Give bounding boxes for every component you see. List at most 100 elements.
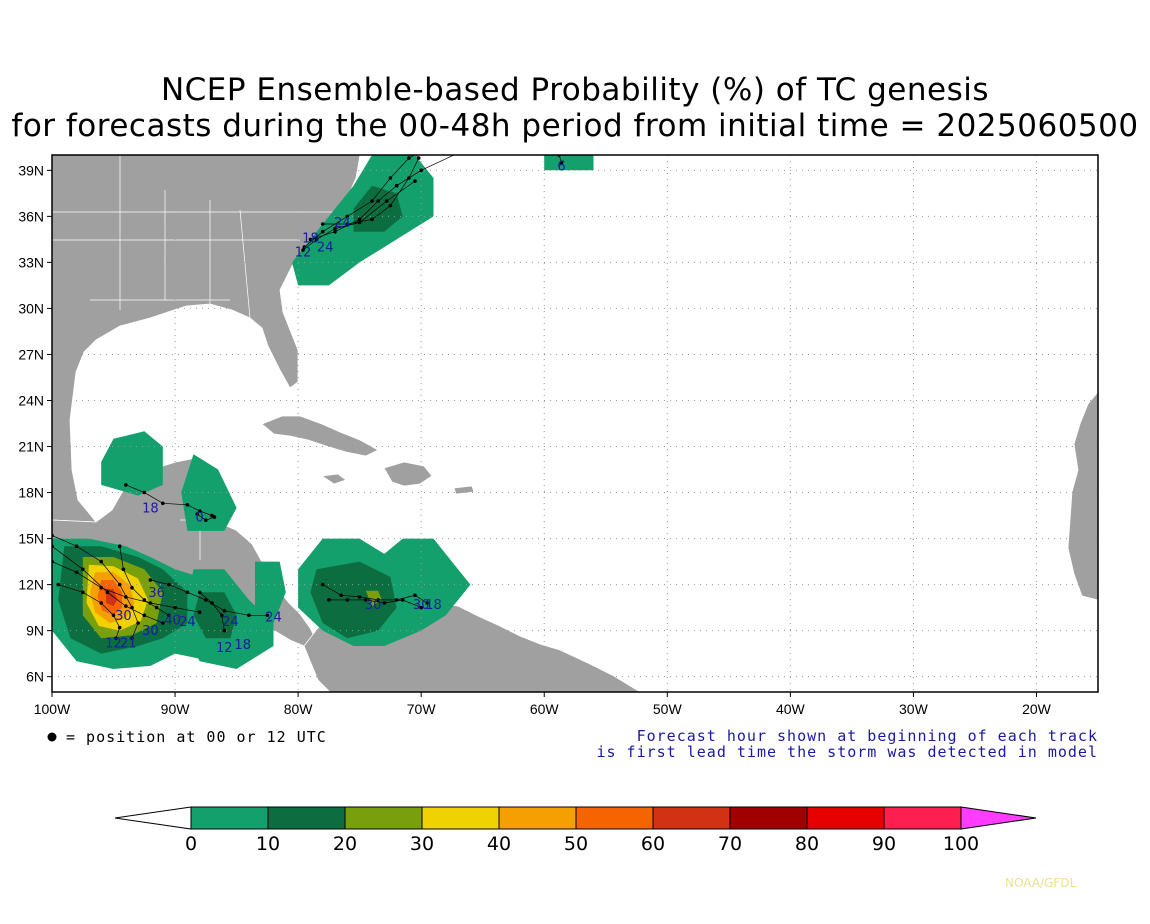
forecast-note-line2: is first lead time the storm was detecte… [596,743,1098,761]
track-point [400,598,405,602]
lat-tick-label: 21N [18,439,44,455]
grid-lines [52,155,1098,692]
track-label: 40 [164,614,181,629]
track-colombia-2 [328,599,422,608]
map-axes: 39N 36N 33N 30N 27N 24N 21N 18N 15N 12N 9N 6N 100W 90… [18,162,1051,717]
track-point [142,490,147,495]
track-label: 24 [334,216,351,231]
position-legend-text: = position at 00 or 12 UTC [66,728,327,746]
track-point [407,176,411,180]
colorbar-swatch [190,806,269,830]
track-point [197,610,202,614]
track-label: 12 [105,637,122,652]
track-point [197,590,202,595]
lat-tick-label: 15N [18,531,44,547]
track-point [74,544,79,548]
map-frame [51,154,1099,693]
jamaica [320,473,347,485]
track-label: 18 [425,598,442,613]
track-point [185,590,190,595]
lat-tick-label: 6N [26,669,44,685]
track-point [220,613,224,618]
track-point [425,601,430,605]
track-point [167,582,171,587]
track-point [81,590,85,595]
colorbar-swatch [729,806,808,830]
track-point [357,217,362,222]
colorbar-high-arrow [960,806,1037,830]
track-point [74,570,79,575]
track-point [81,567,85,572]
track-point [426,146,430,150]
track-point [314,237,319,242]
colorbar-swatch [883,806,962,830]
track-label: 6 [557,159,565,174]
track-point [419,168,424,173]
cuba [261,415,379,457]
track-pacific-5 [119,546,170,616]
track-label: 36 [148,586,165,601]
track-point [419,605,424,610]
track-point [130,585,134,590]
colorbar-label: 90 [872,833,896,855]
track-point [388,203,393,208]
colorbar-swatch [344,806,423,830]
track-point [333,229,337,234]
track-point [56,582,60,587]
track-point [416,156,421,160]
track-point [148,578,153,582]
colorbar-swatch [267,806,346,830]
track-point [136,621,140,625]
track-point [154,605,159,610]
colorbar-label: 70 [718,833,742,855]
track-point [413,593,417,598]
prob-region-sw-caribbean-10 [255,561,286,623]
track-pacific-4 [58,584,121,639]
track-point [265,613,270,618]
lat-tick-label: 24N [18,392,44,408]
forecast-note-line1: Forecast hour shown at beginning of each… [636,727,1098,745]
track-point [167,613,171,618]
track-label: 12 [216,641,233,656]
track-point [394,183,399,188]
colorbar-label: 80 [795,833,819,855]
track-point [308,237,313,242]
track-point [195,512,199,516]
track-label: 18 [302,232,319,247]
storm-tracks [52,146,564,641]
track-point [357,595,362,599]
track-point [357,220,362,225]
track-label: 24 [222,615,239,630]
colorbar-label: 100 [943,833,979,855]
track-point [370,199,374,203]
colorbar-label: 10 [256,833,280,855]
track-point [142,598,147,602]
colorbar-label: 0 [185,833,197,855]
track-point [111,613,116,618]
track-point [559,160,564,165]
track-label: 12 [295,245,312,260]
track-point [124,604,128,608]
track-point [99,601,103,605]
lon-tick-label: 90W [161,701,191,717]
track-point [121,567,126,572]
borders [52,155,340,560]
puerto-rico [453,485,475,495]
track-point [117,544,122,548]
track-point [130,636,134,641]
track-point [301,248,305,252]
colorbar-label: 20 [333,833,357,855]
track-label: 24 [317,241,334,256]
track-point [388,176,393,180]
track-point [185,503,190,507]
track-point [124,595,128,599]
track-point [212,515,217,519]
track-point [345,222,350,226]
lon-tick-label: 50W [653,701,683,717]
colorbar-label: 30 [410,833,434,855]
lon-tick-label: 100W [34,701,71,717]
track-point [339,593,344,598]
prob-region-yucatan-10 [101,431,163,496]
track-point [99,559,103,564]
track-point [204,518,208,522]
